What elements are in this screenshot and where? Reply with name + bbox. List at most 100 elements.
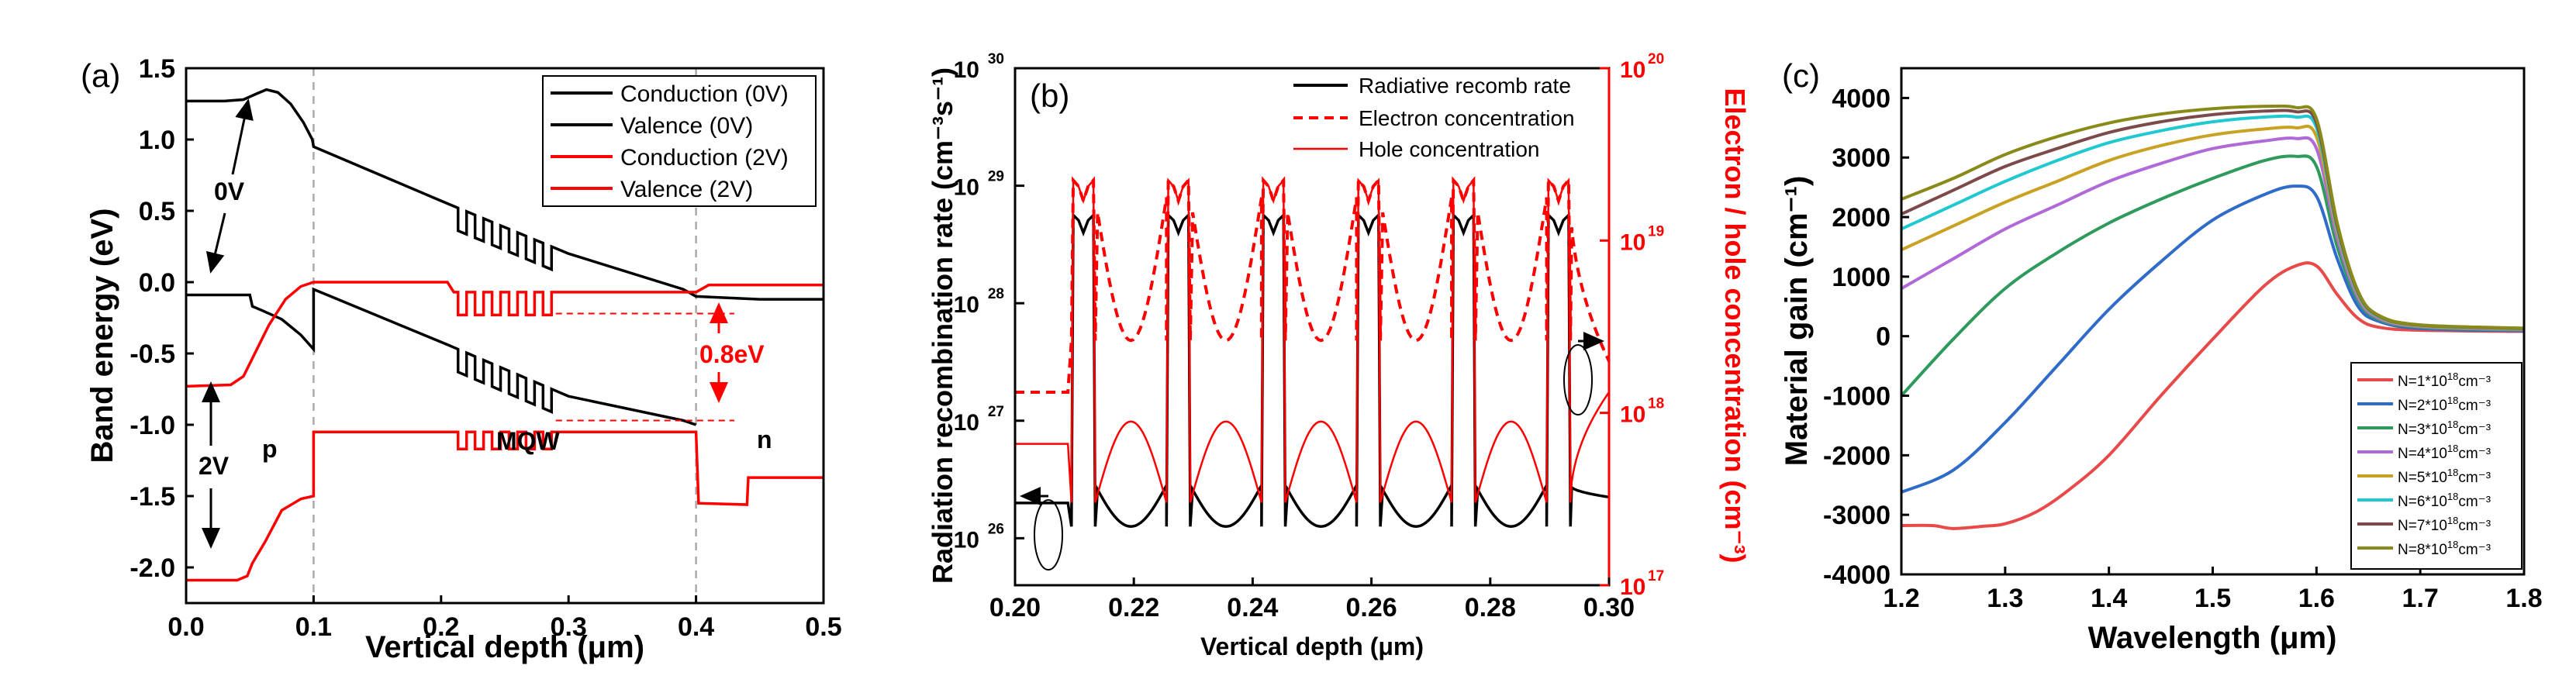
legend-label-base-n3: N=3*10 [2398, 422, 2447, 438]
legend-label-exp-n2: 18 [2447, 395, 2458, 406]
b-ytickR-exp-2: 19 [1648, 223, 1664, 240]
panel-a-label: (a) [81, 57, 120, 94]
a-xtick-label-2: 0.2 [423, 612, 459, 642]
b-xtick-label-4: 0.28 [1465, 593, 1516, 622]
panel-b-label: (b) [1030, 78, 1069, 114]
panel-a-frame [185, 67, 825, 605]
legend-label-base-n4: N=4*10 [2398, 446, 2447, 462]
c-xtick-label-5: 1.7 [2402, 584, 2439, 613]
legend-label-exp-n4: 18 [2447, 443, 2458, 454]
legend-label-n5: N=5*1018cm⁻³ [2398, 467, 2491, 486]
annotation-n: n [757, 426, 772, 453]
legend-label-unit-n7: cm⁻³ [2458, 518, 2491, 534]
legend-val0: Valence (0V) [620, 113, 753, 139]
a-ytick-label-6: -1.5 [129, 482, 175, 512]
panel-a: (a) 0.0 0.1 0.2 0.3 0.4 0.5 1.5 1.0 0.5 0.0 -0.5 -… [81, 54, 842, 664]
panel-c-ylabel: Material gain (cm⁻¹) [1780, 176, 1814, 467]
b-ytickL-exp-2: 28 [988, 286, 1004, 302]
b-ytickR-label-1: 10 [1620, 402, 1645, 428]
legend-label-exp-n7: 18 [2447, 515, 2458, 526]
band-line-3 [186, 430, 824, 582]
a-xtick-label-4: 0.4 [678, 612, 714, 642]
legend-label-n6: N=6*1018cm⁻³ [2398, 491, 2491, 510]
a-xtick-label-0: 0.0 [167, 612, 204, 642]
c-ytick-label-2: 2000 [1832, 203, 1891, 233]
c-xtick-label-4: 1.6 [2298, 584, 2335, 613]
c-xtick-label-3: 1.5 [2194, 584, 2231, 613]
radiative-recomb-line [1015, 212, 1610, 528]
b-ytickR-label-2: 10 [1620, 229, 1645, 255]
a-ytick-label-0: 1.5 [139, 54, 175, 84]
legend-label-base-n2: N=2*10 [2398, 398, 2447, 414]
a-ytick-label-5: -1.0 [129, 411, 175, 440]
legend-label-unit-n2: cm⁻³ [2458, 398, 2491, 414]
gain-line-8 [1901, 104, 2525, 330]
panel-c-yticks: 4000 3000 2000 1000 0 -1000 -2000 -3000 -4000 [1823, 84, 1909, 590]
b-xtick-label-0: 0.20 [989, 593, 1041, 622]
c-xtick-label-1: 1.3 [1987, 584, 2023, 613]
panel-b-ylabel-right: Electron / hole concentration (cm⁻³) [1719, 88, 1751, 563]
panel-b-xticks: 0.20 0.22 0.24 0.26 0.28 0.30 [989, 577, 1635, 622]
c-ytick-label-6: -2000 [1823, 441, 1891, 471]
hole-concentration-line [1015, 178, 1611, 503]
b-ytickR-exp-0: 17 [1648, 568, 1664, 584]
legend-cond2: Conduction (2V) [620, 145, 789, 171]
legend-radiative: Radiative recomb rate [1359, 74, 1571, 98]
legend-label-base-n1: N=1*10 [2398, 374, 2447, 390]
panel-a-ylabel: Band energy (eV) [85, 209, 119, 464]
legend-label-base-n5: N=5*10 [2398, 470, 2447, 486]
right-axis-indicator [1563, 344, 1593, 415]
c-ytick-label-8: -4000 [1823, 560, 1891, 590]
b-ytickL-label-1: 10 [954, 410, 979, 436]
b-ytickL-exp-1: 27 [988, 404, 1004, 420]
legend-label-n1: N=1*1018cm⁻³ [2398, 371, 2491, 390]
a-xtick-label-5: 0.5 [805, 612, 841, 642]
arrow-0v-up [231, 98, 254, 175]
panel-c-legend: N=1*1018cm⁻³N=2*1018cm⁻³N=3*1018cm⁻³N=4*… [2350, 362, 2522, 570]
c-ytick-label-3: 1000 [1832, 263, 1891, 292]
b-ytickL-label-2: 10 [954, 292, 979, 318]
b-ytickR-exp-3: 20 [1648, 51, 1664, 67]
left-axis-indicator [1034, 499, 1063, 571]
b-ytickL-exp-4: 30 [988, 51, 1004, 67]
gain-line-2 [1901, 184, 2525, 494]
a-ytick-label-2: 0.5 [139, 197, 175, 226]
legend-label-n2: N=2*1018cm⁻³ [2398, 395, 2491, 414]
panel-c-label: (c) [1782, 57, 1820, 94]
b-ytickL-label-0: 10 [954, 527, 979, 553]
b-ytickR-label-3: 10 [1620, 57, 1645, 83]
legend-label-exp-n5: 18 [2447, 467, 2458, 478]
b-ytickR-label-0: 10 [1620, 574, 1645, 600]
panel-c-xlabel: Wavelength (μm) [2088, 621, 2337, 655]
legend-label-unit-n1: cm⁻³ [2458, 374, 2491, 390]
legend-label-exp-n3: 18 [2447, 419, 2458, 430]
c-ytick-label-7: -3000 [1823, 501, 1891, 530]
legend-label-base-n7: N=7*10 [2398, 518, 2447, 534]
a-xtick-label-1: 0.1 [295, 612, 332, 642]
panel-b-yticks-left: 10 26 10 27 10 28 10 29 10 30 [954, 51, 1024, 553]
legend-label-unit-n4: cm⁻³ [2458, 446, 2491, 462]
legend-label-exp-n6: 18 [2447, 491, 2458, 502]
c-ytick-label-0: 4000 [1832, 84, 1891, 113]
panel-a-legend: Conduction (0V) Valence (0V) Conduction … [542, 75, 817, 207]
annotation-2v: 2V [199, 452, 230, 480]
legend-hole: Hole concentration [1359, 137, 1539, 161]
gain-line-4 [1901, 136, 2525, 332]
a-ytick-label-3: 0.0 [139, 268, 175, 298]
legend-label-exp-n1: 18 [2447, 371, 2458, 382]
c-xtick-label-0: 1.2 [1883, 584, 1919, 613]
c-ytick-label-4: 0 [1876, 322, 1891, 352]
legend-label-base-n6: N=6*10 [2398, 494, 2447, 510]
legend-label-n3: N=3*1018cm⁻³ [2398, 419, 2491, 438]
panel-b-legend: Radiative recomb rate Electron concentra… [1293, 74, 1575, 161]
band-line-1 [186, 287, 697, 426]
band-line-0 [186, 88, 824, 301]
b-xtick-label-3: 0.26 [1346, 593, 1397, 622]
legend-val2: Valence (2V) [620, 177, 753, 202]
panel-a-legend-box [542, 75, 817, 207]
gain-line-1 [1901, 261, 2525, 530]
a-ytick-label-4: -0.5 [129, 340, 175, 369]
c-ytick-label-5: -1000 [1823, 382, 1891, 412]
